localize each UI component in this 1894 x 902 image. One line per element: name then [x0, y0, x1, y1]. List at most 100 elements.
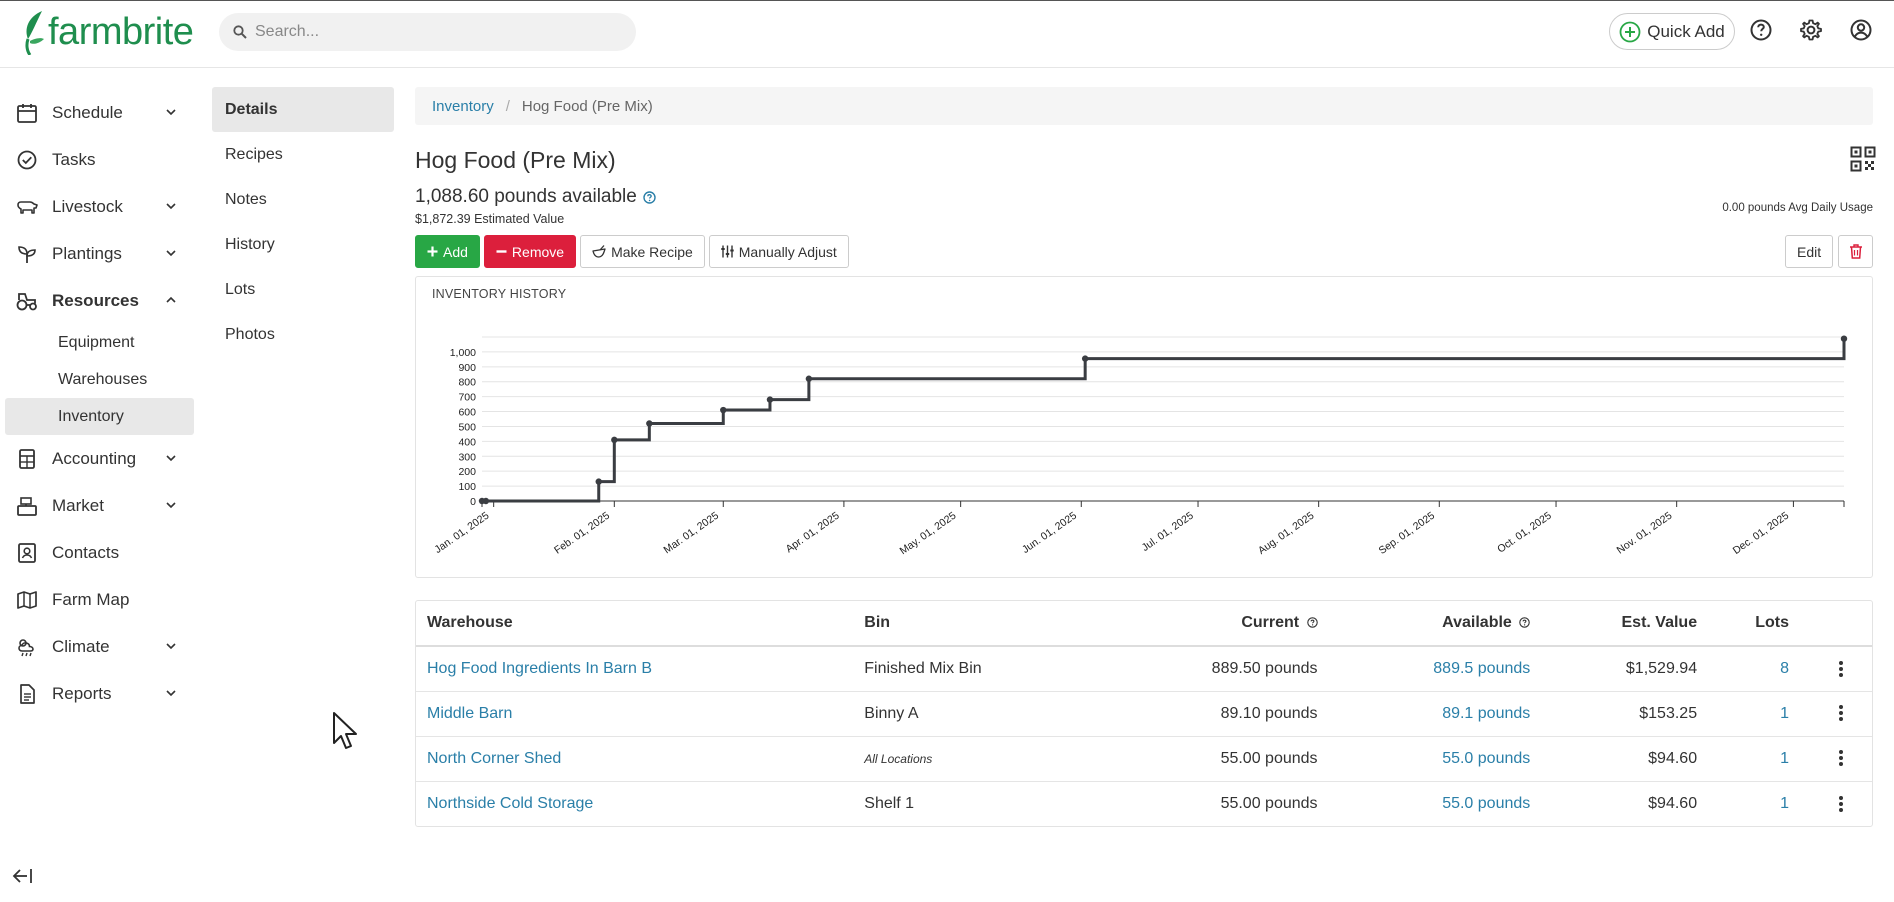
nav-accounting[interactable]: Accounting: [0, 435, 200, 482]
available-link[interactable]: 89.1 pounds: [1442, 704, 1531, 722]
minus-icon: [496, 250, 507, 253]
bin-value: Binny A: [864, 704, 919, 722]
chart-title: INVENTORY HISTORY: [432, 287, 567, 301]
nav-reports[interactable]: Reports: [0, 670, 200, 717]
est-value-cell: $1,529.94: [1541, 646, 1709, 692]
subnav-history[interactable]: History: [225, 235, 275, 253]
col-current[interactable]: Current: [1112, 601, 1329, 647]
subnav-notes[interactable]: Notes: [225, 190, 267, 208]
nav-label: Climate: [52, 636, 110, 656]
search-input[interactable]: [255, 23, 615, 41]
lots-link[interactable]: 1: [1780, 794, 1789, 812]
quick-add-button[interactable]: Quick Add: [1609, 13, 1735, 50]
collapse-sidebar-icon[interactable]: [10, 866, 34, 886]
bin-value: Finished Mix Bin: [864, 659, 982, 677]
help-icon[interactable]: [643, 190, 656, 204]
mixing-bowl-icon: [592, 245, 606, 258]
col-available[interactable]: Available: [1328, 601, 1542, 647]
manually-adjust-button[interactable]: Manually Adjust: [708, 235, 849, 268]
data-point: [482, 497, 490, 505]
y-tick-label: 200: [458, 466, 476, 478]
est-value-cell: $153.25: [1541, 691, 1709, 737]
sliders-icon: [721, 245, 734, 258]
nav-equipment[interactable]: Equipment: [58, 333, 135, 351]
available-text: 1,088.60 pounds available: [415, 186, 637, 207]
kebab-menu-icon[interactable]: [1838, 795, 1844, 813]
available-link[interactable]: 889.5 pounds: [1433, 659, 1531, 677]
col-est-value[interactable]: Est. Value: [1541, 601, 1709, 647]
available-link[interactable]: 55.0 pounds: [1442, 749, 1531, 767]
data-point: [720, 406, 727, 414]
warehouse-link[interactable]: Middle Barn: [427, 704, 513, 722]
subnav-photos[interactable]: Photos: [225, 325, 275, 343]
warehouse-link-cell: Middle Barn: [416, 691, 854, 737]
nav-schedule[interactable]: Schedule: [0, 89, 200, 136]
lots-cell: 1: [1708, 736, 1800, 782]
data-point: [595, 478, 602, 485]
remove-button[interactable]: Remove: [483, 235, 577, 268]
help-icon[interactable]: [1519, 617, 1531, 629]
nav-warehouses[interactable]: Warehouses: [58, 370, 148, 388]
chevron-down-icon: [166, 643, 176, 650]
nav-resources[interactable]: Resources: [0, 277, 200, 324]
map-icon: [17, 590, 37, 609]
nav-climate[interactable]: Climate: [0, 623, 200, 670]
nav-market[interactable]: Market: [0, 482, 200, 529]
make-recipe-button[interactable]: Make Recipe: [580, 235, 705, 268]
register-icon: [17, 496, 37, 516]
col-bin[interactable]: Bin: [853, 601, 1113, 647]
chevron-down-icon: [166, 109, 176, 116]
kebab-menu-icon[interactable]: [1838, 749, 1844, 767]
lots-link[interactable]: 1: [1780, 704, 1789, 722]
add-button[interactable]: Add: [415, 235, 480, 268]
bin-cell: All Locations: [853, 736, 1113, 782]
item-subnav: Details Recipes Notes History Lots Photo…: [212, 87, 394, 357]
search-box[interactable]: [219, 13, 636, 51]
col-available-label: Available: [1442, 614, 1512, 631]
x-tick-label: Feb. 01, 2025: [552, 510, 612, 557]
subnav-lots[interactable]: Lots: [225, 280, 256, 298]
help-icon[interactable]: [1749, 18, 1773, 42]
warehouse-link[interactable]: Hog Food Ingredients In Barn B: [427, 659, 653, 677]
delete-button[interactable]: [1838, 235, 1873, 268]
table-header-row: Warehouse Bin Current Available Est. Val…: [416, 601, 1872, 647]
report-icon: [20, 683, 35, 704]
farmbrite-logo[interactable]: farmbrite: [20, 9, 194, 55]
x-tick-label: Aug. 01, 2025: [1256, 510, 1317, 557]
search-icon: [233, 25, 247, 39]
nav-label: Schedule: [52, 102, 123, 122]
account-icon[interactable]: [1849, 18, 1873, 42]
est-value-cell: $94.60: [1541, 736, 1709, 782]
lots-link[interactable]: 8: [1780, 659, 1789, 677]
warehouse-link[interactable]: Northside Cold Storage: [427, 794, 594, 812]
col-warehouse[interactable]: Warehouse: [416, 601, 854, 647]
x-tick-label: Sep. 01, 2025: [1377, 510, 1438, 557]
x-tick-label: May. 01, 2025: [898, 510, 959, 558]
y-tick-label: 600: [458, 407, 476, 419]
nav-inventory[interactable]: Inventory: [5, 398, 194, 435]
kebab-menu-icon[interactable]: [1838, 660, 1844, 678]
nav-farm-map[interactable]: Farm Map: [0, 576, 200, 623]
available-link[interactable]: 55.0 pounds: [1442, 794, 1531, 812]
edit-button[interactable]: Edit: [1785, 235, 1834, 268]
subnav-recipes[interactable]: Recipes: [225, 145, 283, 163]
col-actions: [1800, 601, 1872, 647]
warehouse-link[interactable]: North Corner Shed: [427, 749, 562, 767]
subnav-details[interactable]: Details: [212, 87, 394, 132]
qr-code-icon[interactable]: [1850, 146, 1876, 172]
warehouse-link-cell: Northside Cold Storage: [416, 781, 853, 826]
nav-contacts[interactable]: Contacts: [0, 529, 200, 576]
col-lots[interactable]: Lots: [1708, 601, 1800, 647]
lots-link[interactable]: 1: [1780, 749, 1789, 767]
gear-icon[interactable]: [1799, 18, 1823, 42]
warehouse-table-card: Warehouse Bin Current Available Est. Val…: [415, 600, 1873, 827]
nav-livestock[interactable]: Livestock: [0, 183, 200, 230]
breadcrumb-inventory-link[interactable]: Inventory: [432, 97, 494, 115]
nav-tasks[interactable]: Tasks: [0, 136, 200, 183]
x-tick-label: Jan. 01, 2025: [432, 510, 491, 556]
y-tick-label: 1,000: [450, 347, 476, 359]
kebab-menu-icon[interactable]: [1838, 704, 1844, 722]
contacts-icon: [18, 542, 36, 563]
nav-plantings[interactable]: Plantings: [0, 230, 200, 277]
help-icon[interactable]: [1306, 617, 1318, 629]
